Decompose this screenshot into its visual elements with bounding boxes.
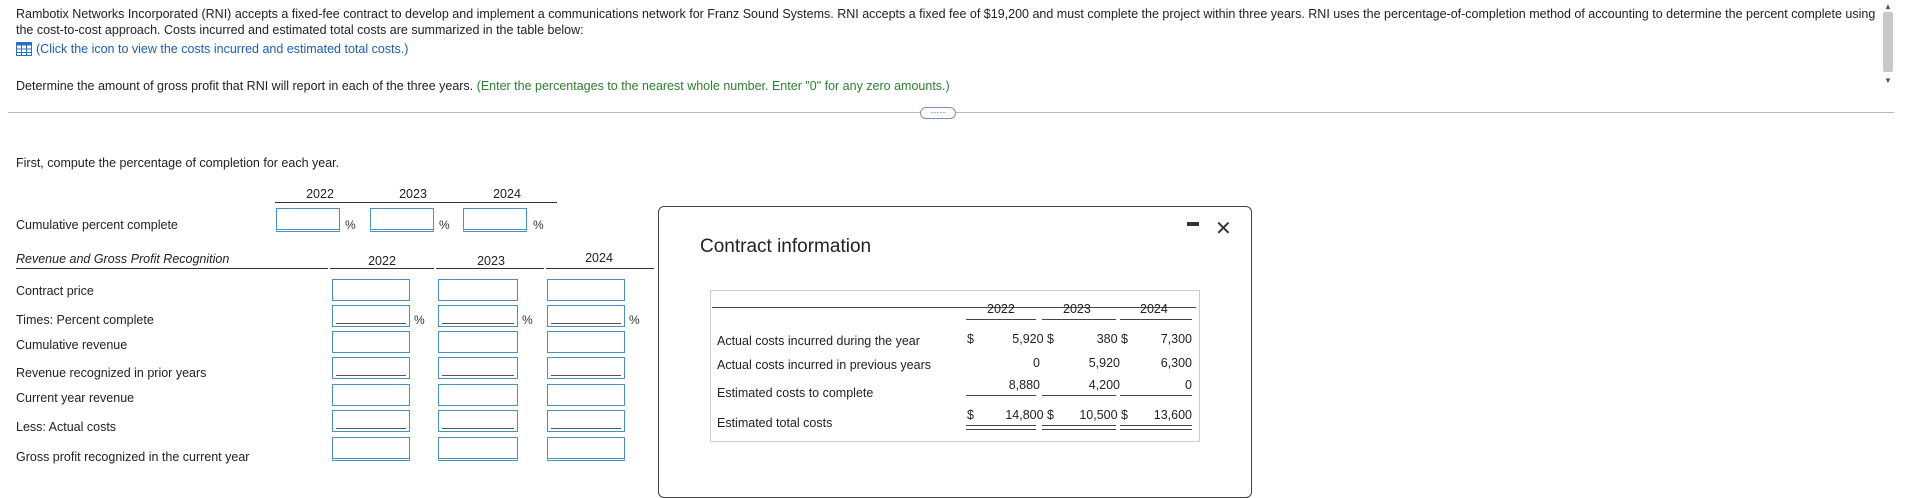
row-current-revenue: Current year revenue	[16, 391, 135, 405]
contract-price-input-2024[interactable]	[547, 279, 625, 301]
cumulative-revenue-input-2023[interactable]	[438, 331, 518, 353]
gross-profit-input-2024[interactable]	[547, 437, 625, 461]
ctable-dollar-row3: $	[967, 408, 974, 422]
ctable-value-r0-2022: 5,920 $	[1012, 332, 1054, 346]
ctable-row-est-total: Estimated total costs	[717, 416, 833, 430]
rev-year-rule-2023	[436, 268, 544, 269]
ctable-total-rule-2024	[1120, 425, 1192, 430]
ctable-value-r1-2023: 5,920	[1088, 356, 1120, 370]
pct-suffix-2022: %	[414, 313, 425, 327]
ctable-year-rule-2024	[1120, 319, 1192, 320]
prior-revenue-input-2023[interactable]	[438, 357, 518, 379]
pct-suffix-2023: %	[522, 313, 533, 327]
current-revenue-input-2023[interactable]	[438, 384, 518, 406]
table-grid-icon[interactable]	[16, 42, 32, 56]
ctable-value-r3-2024: 13,600	[1153, 408, 1192, 422]
cum-year-header-2024: 2024	[493, 187, 521, 201]
current-revenue-input-2022[interactable]	[332, 384, 410, 406]
cum-year-header-2022: 2022	[306, 187, 334, 201]
vertical-scrollbar[interactable]: ▲ ▼	[1880, 0, 1896, 90]
ctable-dollar-row0: $	[967, 332, 974, 346]
ctable-sum-rule-2024	[1120, 395, 1192, 396]
actual-costs-input-2022[interactable]	[332, 410, 410, 432]
ctable-value-r2-2024: 0	[1185, 378, 1192, 392]
minimize-icon[interactable]	[1187, 222, 1199, 226]
percent-complete-input-2022[interactable]	[332, 305, 410, 327]
percent-complete-input-2023[interactable]	[438, 305, 518, 327]
ctable-total-rule-2023	[1042, 425, 1116, 430]
ctable-value-r1-2024: 6,300	[1160, 356, 1192, 370]
contract-costs-table	[710, 290, 1200, 442]
ctable-total-rule-2022	[966, 425, 1036, 430]
cum-pct-input-2023[interactable]	[370, 208, 434, 232]
row-prior-revenue: Revenue recognized in prior years	[16, 366, 207, 380]
ctable-year-2022: 2022	[987, 302, 1015, 316]
ctable-value-r2-2023: 4,200	[1088, 378, 1120, 392]
ctable-value-r2-2022: 8,880	[1008, 378, 1040, 392]
ctable-row-actual-previous: Actual costs incurred in previous years	[717, 358, 931, 372]
pct-suffix-2024: %	[629, 313, 640, 327]
question-main: Determine the amount of gross profit tha…	[16, 79, 474, 93]
rev-year-header-2022: 2022	[368, 254, 396, 268]
row-cumulative-revenue: Cumulative revenue	[16, 338, 128, 352]
prior-revenue-input-2024[interactable]	[547, 357, 625, 379]
first-instruction: First, compute the percentage of complet…	[16, 156, 340, 170]
ctable-row-est-to-complete: Estimated costs to complete	[717, 386, 874, 400]
contract-price-input-2023[interactable]	[438, 279, 518, 301]
rev-year-header-2024: 2024	[585, 251, 613, 265]
current-revenue-input-2024[interactable]	[547, 384, 625, 406]
revenue-table-header: Revenue and Gross Profit Recognition	[16, 252, 230, 266]
view-costs-link[interactable]: (Click the icon to view the costs incurr…	[16, 42, 408, 56]
rev-year-rule-2024	[546, 268, 654, 269]
expand-more-button[interactable]: ·····	[920, 107, 956, 119]
cum-year-header-2023: 2023	[399, 187, 427, 201]
rev-year-header-2023: 2023	[477, 254, 505, 268]
cumulative-revenue-input-2022[interactable]	[332, 331, 410, 353]
cum-header-rule	[275, 202, 557, 203]
cum-pct-suffix-2022: %	[345, 218, 356, 232]
gross-profit-input-2023[interactable]	[438, 437, 518, 461]
cumulative-percent-label: Cumulative percent complete	[16, 218, 178, 232]
ctable-value-r3-2023: 10,500 $	[1079, 408, 1128, 422]
ctable-value-r1-2022: 0	[1033, 356, 1040, 370]
ctable-value-r0-2024: 7,300	[1160, 332, 1192, 346]
row-actual-costs: Less: Actual costs	[16, 420, 117, 434]
cum-pct-suffix-2024: %	[533, 218, 544, 232]
question-text: Determine the amount of gross profit tha…	[16, 79, 950, 93]
problem-intro: Rambotix Networks Incorporated (RNI) acc…	[16, 7, 1876, 37]
row-gross-profit: Gross profit recognized in the current y…	[16, 450, 250, 464]
cum-pct-input-2022[interactable]	[276, 208, 340, 232]
question-hint: (Enter the percentages to the nearest wh…	[476, 79, 950, 93]
ctable-year-2023: 2023	[1063, 302, 1091, 316]
cumulative-revenue-input-2024[interactable]	[547, 331, 625, 353]
scroll-up-icon[interactable]: ▲	[1884, 2, 1892, 11]
gross-profit-input-2022[interactable]	[332, 437, 410, 461]
row-contract-price: Contract price	[16, 284, 94, 298]
actual-costs-input-2024[interactable]	[547, 410, 625, 432]
ctable-value-r0-2023: 380 $	[1096, 332, 1128, 346]
ctable-row-actual-this-year: Actual costs incurred during the year	[717, 334, 920, 348]
scrollbar-thumb[interactable]	[1883, 12, 1893, 72]
dialog-title: Contract information	[700, 236, 872, 257]
rev-year-rule-2022	[330, 268, 434, 269]
close-icon[interactable]: ✕	[1215, 218, 1232, 240]
cum-pct-input-2024[interactable]	[463, 208, 527, 232]
prior-revenue-input-2022[interactable]	[332, 357, 410, 379]
ctable-year-rule-2023	[1042, 319, 1116, 320]
ctable-year-rule-2022	[966, 319, 1036, 320]
row-percent-complete: Times: Percent complete	[16, 313, 154, 327]
actual-costs-input-2023[interactable]	[438, 410, 518, 432]
ctable-sum-rule-2023	[1042, 395, 1116, 396]
contract-price-input-2022[interactable]	[332, 279, 410, 301]
ctable-year-2024: 2024	[1140, 302, 1168, 316]
scroll-down-icon[interactable]: ▼	[1884, 76, 1892, 85]
cum-pct-suffix-2023: %	[439, 218, 450, 232]
revenue-header-rule	[16, 268, 328, 269]
ctable-sum-rule-2022	[966, 395, 1036, 396]
ctable-value-r3-2022: 14,800 $	[1005, 408, 1054, 422]
view-costs-link-text[interactable]: (Click the icon to view the costs incurr…	[36, 42, 409, 56]
percent-complete-input-2024[interactable]	[547, 305, 625, 327]
contract-table-top-rule	[712, 307, 1196, 308]
